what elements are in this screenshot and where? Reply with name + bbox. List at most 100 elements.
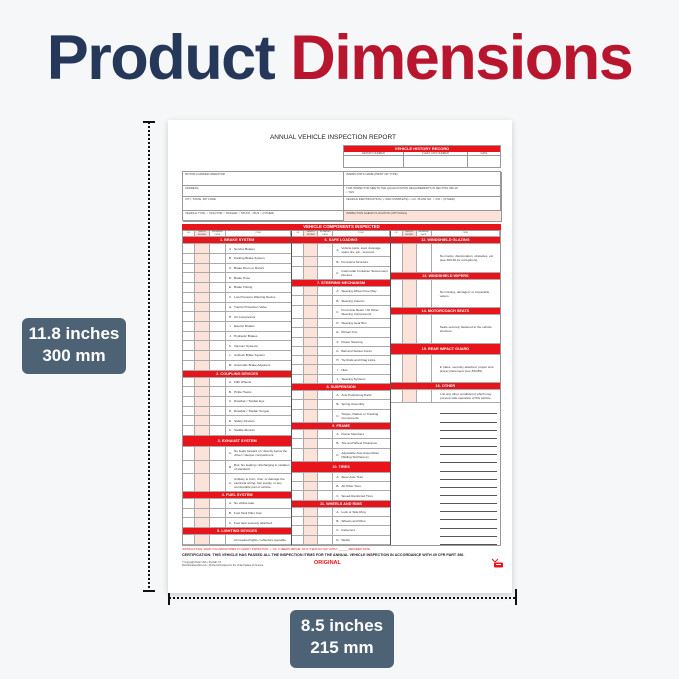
write-in-line[interactable] (439, 465, 497, 472)
needs-repair-cell[interactable] (195, 331, 210, 341)
ok-checkbox-cell[interactable] (183, 321, 195, 331)
ok-checkbox-cell[interactable] (292, 526, 305, 535)
ok-checkbox-cell[interactable] (292, 535, 305, 544)
vehicle-type-field[interactable]: VEHICLE TYPE: ○ TRACTOR ○ TRAILER ○ TRUC… (183, 211, 344, 222)
repaired-date-cell[interactable] (318, 365, 334, 374)
write-in-line[interactable] (439, 448, 497, 456)
needs-repair-cell[interactable] (195, 426, 210, 435)
needs-repair-cell[interactable] (304, 507, 319, 517)
needs-repair-cell[interactable] (304, 266, 319, 280)
repaired-date-cell[interactable] (318, 400, 334, 409)
write-in-line[interactable] (439, 497, 497, 505)
repaired-date-cell[interactable] (318, 507, 334, 517)
needs-repair-cell[interactable] (402, 354, 417, 383)
repaired-date-cell[interactable] (210, 416, 226, 426)
needs-repair-cell[interactable] (195, 406, 210, 416)
ok-checkbox-cell[interactable] (183, 283, 195, 292)
repaired-date-cell[interactable] (318, 535, 334, 544)
repaired-date-cell[interactable] (210, 460, 226, 474)
needs-repair-cell[interactable] (195, 273, 210, 283)
needs-repair-cell[interactable] (195, 351, 210, 360)
needs-repair-cell[interactable] (304, 287, 319, 296)
needs-repair-cell[interactable] (195, 321, 210, 331)
needs-repair-cell[interactable] (195, 244, 210, 253)
ok-checkbox-cell[interactable] (292, 287, 305, 296)
repaired-date-cell[interactable] (210, 341, 226, 351)
repaired-date-cell[interactable] (210, 426, 226, 435)
ok-checkbox-cell[interactable] (292, 439, 305, 448)
repaired-date-cell[interactable] (210, 446, 226, 460)
repaired-date-cell[interactable] (318, 374, 334, 384)
needs-repair-cell[interactable] (195, 283, 210, 292)
write-in-line[interactable] (439, 424, 497, 431)
needs-repair-cell[interactable] (304, 472, 319, 482)
ok-checkbox-cell[interactable] (183, 446, 195, 460)
date-field[interactable] (468, 156, 500, 168)
needs-repair-cell[interactable] (304, 391, 319, 400)
needs-repair-cell[interactable] (304, 257, 319, 266)
write-in-line[interactable] (439, 407, 497, 415)
needs-repair-cell[interactable] (195, 396, 210, 406)
ok-checkbox-cell[interactable] (183, 263, 195, 273)
report-number-field[interactable] (344, 156, 404, 168)
needs-repair-cell[interactable] (304, 244, 319, 257)
repaired-date-cell[interactable] (318, 328, 334, 337)
fleet-unit-field[interactable] (404, 156, 468, 168)
needs-repair-cell[interactable] (195, 518, 210, 528)
motor-carrier-field[interactable]: MOTOR CARRIER OPERATOR (183, 172, 344, 186)
ok-checkbox-cell[interactable] (292, 244, 305, 257)
ok-checkbox-cell[interactable] (292, 391, 305, 400)
ok-checkbox-cell[interactable] (292, 346, 305, 356)
needs-repair-cell[interactable] (402, 244, 417, 272)
write-in-line[interactable] (439, 505, 497, 513)
needs-repair-cell[interactable] (304, 517, 319, 526)
ok-checkbox-cell[interactable] (292, 365, 305, 374)
repaired-date-cell[interactable] (210, 331, 226, 341)
repaired-date-cell[interactable] (318, 526, 334, 535)
repaired-date-cell[interactable] (318, 337, 334, 346)
needs-repair-cell[interactable] (195, 474, 210, 491)
ok-checkbox-cell[interactable] (183, 302, 195, 312)
repaired-date-cell[interactable] (417, 279, 432, 308)
needs-repair-cell[interactable] (304, 365, 319, 374)
ok-checkbox-cell[interactable] (292, 472, 305, 482)
repaired-date-cell[interactable] (210, 253, 226, 263)
vehicle-id-field[interactable]: VEHICLE IDENTIFICATION (✓ AND COMPLETE) … (344, 197, 502, 211)
repaired-date-cell[interactable] (210, 302, 226, 312)
repaired-date-cell[interactable] (318, 346, 334, 356)
repaired-date-cell[interactable] (318, 257, 334, 266)
ok-checkbox-cell[interactable] (292, 257, 305, 266)
repaired-date-cell[interactable] (210, 321, 226, 331)
ok-checkbox-cell[interactable] (292, 318, 305, 328)
ok-checkbox-cell[interactable] (183, 331, 195, 341)
repaired-date-cell[interactable] (210, 377, 226, 387)
ok-checkbox-cell[interactable] (292, 448, 305, 461)
needs-repair-cell[interactable] (304, 346, 319, 356)
needs-repair-cell[interactable] (195, 312, 210, 321)
ok-checkbox-cell[interactable] (183, 253, 195, 263)
write-in-line[interactable] (439, 489, 497, 496)
write-in-line[interactable] (439, 416, 497, 423)
needs-repair-cell[interactable] (304, 439, 319, 448)
needs-repair-cell[interactable] (304, 356, 319, 365)
ok-checkbox-cell[interactable] (391, 279, 403, 308)
ok-checkbox-cell[interactable] (183, 508, 195, 518)
repaired-date-cell[interactable] (318, 244, 334, 257)
qualification-field[interactable]: THIS INSPECTOR MEETS THE QUALIFICATION R… (344, 186, 502, 197)
ok-checkbox-cell[interactable] (183, 518, 195, 528)
needs-repair-cell[interactable] (304, 482, 319, 491)
needs-repair-cell[interactable] (402, 279, 417, 308)
address-field[interactable]: ADDRESS (183, 186, 344, 197)
other-conditions-lines[interactable] (391, 403, 500, 545)
write-in-line[interactable] (439, 481, 497, 488)
ok-checkbox-cell[interactable] (183, 396, 195, 406)
inspector-name-field[interactable]: INSPECTOR'S NAME (PRINT OR TYPE) (344, 172, 502, 186)
repaired-date-cell[interactable] (210, 360, 226, 370)
repaired-date-cell[interactable] (318, 296, 334, 305)
ok-checkbox-cell[interactable] (183, 360, 195, 370)
needs-repair-cell[interactable] (304, 491, 319, 500)
needs-repair-cell[interactable] (195, 253, 210, 263)
repaired-date-cell[interactable] (210, 351, 226, 360)
ok-checkbox-cell[interactable] (391, 390, 403, 403)
repaired-date-cell[interactable] (210, 518, 226, 528)
